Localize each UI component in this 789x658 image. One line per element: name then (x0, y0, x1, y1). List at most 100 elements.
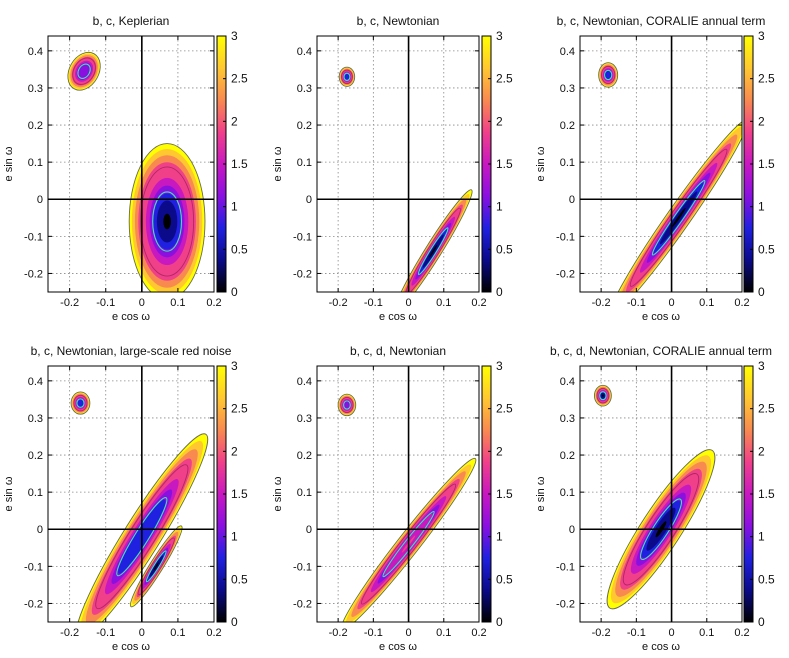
x-tick-label: 0.1 (699, 297, 714, 309)
x-tick-label: -0.2 (592, 627, 611, 639)
y-tick-label: 0.1 (297, 487, 312, 499)
y-tick-label: 0.2 (560, 120, 575, 132)
x-tick-label: 0 (139, 297, 145, 309)
y-tick-label: -0.2 (293, 598, 312, 610)
colorbar: 0 0.5 1 1.5 2 2.5 3 (743, 29, 775, 299)
colorbar-tick-label: 2.5 (496, 402, 513, 416)
contour-1sigma (604, 69, 613, 81)
x-tick-label: -0.1 (96, 297, 115, 309)
y-tick-label: -0.2 (24, 598, 43, 610)
contour-2sigma (360, 483, 457, 605)
panel-3: -0.2 -0.1 0 0.1 0.2 -0.2 -0.1 0 0.1 0.2 0.3 0.4 b, c… (535, 14, 775, 323)
y-tick-label: 0.1 (28, 487, 43, 499)
contour-1sigma (145, 550, 167, 583)
contour-1sigma (116, 497, 168, 577)
density-level (671, 207, 686, 228)
x-tick-label: 0 (406, 627, 412, 639)
colorbar-tick-label: 1.5 (231, 487, 248, 501)
contour-1sigma (599, 391, 607, 401)
y-tick-label: 0.1 (297, 157, 312, 169)
y-tick-label: 0 (306, 524, 312, 536)
y-tick-label: 0 (37, 194, 43, 206)
colorbar-tick-label: 2.5 (758, 72, 775, 86)
y-tick-label: 0.3 (297, 413, 312, 425)
colorbar-tick-label: 1.5 (758, 157, 775, 171)
colorbar: 0 0.5 1 1.5 2 2.5 3 (481, 29, 513, 299)
contour-2sigma (622, 473, 700, 586)
x-axis-label: e cos ω (642, 311, 680, 323)
contour-3sigma (393, 189, 473, 292)
x-tick-label: 0.2 (734, 297, 749, 309)
contour-3sigma (67, 51, 101, 91)
y-tick-label: 0.2 (560, 450, 575, 462)
x-axis-label: e cos ω (112, 641, 150, 653)
y-tick-label: 0.1 (560, 487, 575, 499)
density-level (602, 394, 604, 397)
density-blob-1 (338, 66, 356, 87)
panel-title: b, c, d, Newtonian, CORALIE annual term (550, 344, 772, 358)
contour-1sigma (76, 398, 85, 408)
x-tick-label: 0.2 (734, 627, 749, 639)
colorbar-tick-label: 2 (758, 444, 765, 458)
contour-3sigma (609, 119, 742, 292)
colorbar-tick-label: 2.5 (231, 72, 248, 86)
colorbar-tick-label: 3 (231, 359, 238, 373)
density-level (607, 73, 610, 77)
y-tick-label: 0.4 (297, 376, 312, 388)
contour-3sigma (598, 62, 619, 88)
contour-3sigma (70, 391, 91, 415)
colorbar-tick-label: 3 (758, 359, 765, 373)
density-level (163, 213, 171, 230)
density-blob-1 (67, 51, 101, 91)
colorbar-tick-label: 2 (496, 114, 503, 128)
contour-2sigma (72, 57, 96, 85)
y-tick-label: -0.1 (293, 561, 312, 573)
x-tick-label: 0.2 (471, 627, 486, 639)
colorbar-tick-label: 1 (231, 200, 238, 214)
colorbar-tick-label: 1 (496, 530, 503, 544)
contour-3sigma (129, 525, 183, 608)
x-tick-label: 0.1 (436, 297, 451, 309)
y-axis-label: e sin ω (3, 146, 15, 181)
density-map (67, 51, 206, 292)
plot-frame (579, 35, 743, 293)
y-tick-label: 0.4 (28, 46, 43, 58)
contour-2sigma (601, 65, 616, 84)
panel-1: -0.2 -0.1 0 0.1 0.2 -0.2 -0.1 0 0.1 0.2 0.3 0.4 b, c… (3, 14, 248, 323)
colorbar-tick-label: 0 (758, 615, 765, 629)
panel-title: b, c, Newtonian, large-scale red noise (31, 344, 232, 358)
colorbar-tick-label: 1 (758, 200, 765, 214)
colorbar-tick-label: 0 (231, 285, 238, 299)
colorbar-tick-label: 1 (231, 530, 238, 544)
x-tick-label: -0.1 (627, 627, 646, 639)
plot-frame (316, 35, 480, 293)
y-tick-label: -0.2 (24, 268, 43, 280)
contour-1sigma (382, 510, 435, 578)
y-tick-label: 0 (306, 194, 312, 206)
colorbar-tick-label: 1 (758, 530, 765, 544)
y-tick-label: -0.1 (293, 231, 312, 243)
y-tick-label: 0.2 (297, 120, 312, 132)
x-tick-label: 0.1 (170, 297, 185, 309)
x-tick-label: -0.1 (627, 297, 646, 309)
colorbar-tick-label: 3 (496, 359, 503, 373)
colorbar-tick-label: 3 (758, 29, 765, 43)
colorbar: 0 0.5 1 1.5 2 2.5 3 (216, 359, 248, 629)
colorbar-tick-label: 0 (496, 615, 503, 629)
x-tick-label: -0.2 (592, 297, 611, 309)
y-tick-label: -0.1 (556, 231, 575, 243)
y-tick-label: 0 (37, 524, 43, 536)
colorbar-tick-label: 0.5 (231, 242, 248, 256)
colorbar-tick-label: 0 (231, 615, 238, 629)
y-tick-label: 0.3 (560, 83, 575, 95)
contour-3sigma (606, 449, 716, 610)
plot-frame (47, 365, 215, 623)
contour-2sigma (137, 537, 175, 596)
colorbar-tick-label: 2 (231, 444, 238, 458)
x-tick-label: 0 (669, 297, 675, 309)
colorbar-tick-label: 3 (496, 29, 503, 43)
colorbar-tick-label: 0.5 (231, 572, 248, 586)
contour-1sigma (651, 180, 706, 256)
y-tick-label: -0.2 (556, 268, 575, 280)
density-level (153, 562, 159, 571)
